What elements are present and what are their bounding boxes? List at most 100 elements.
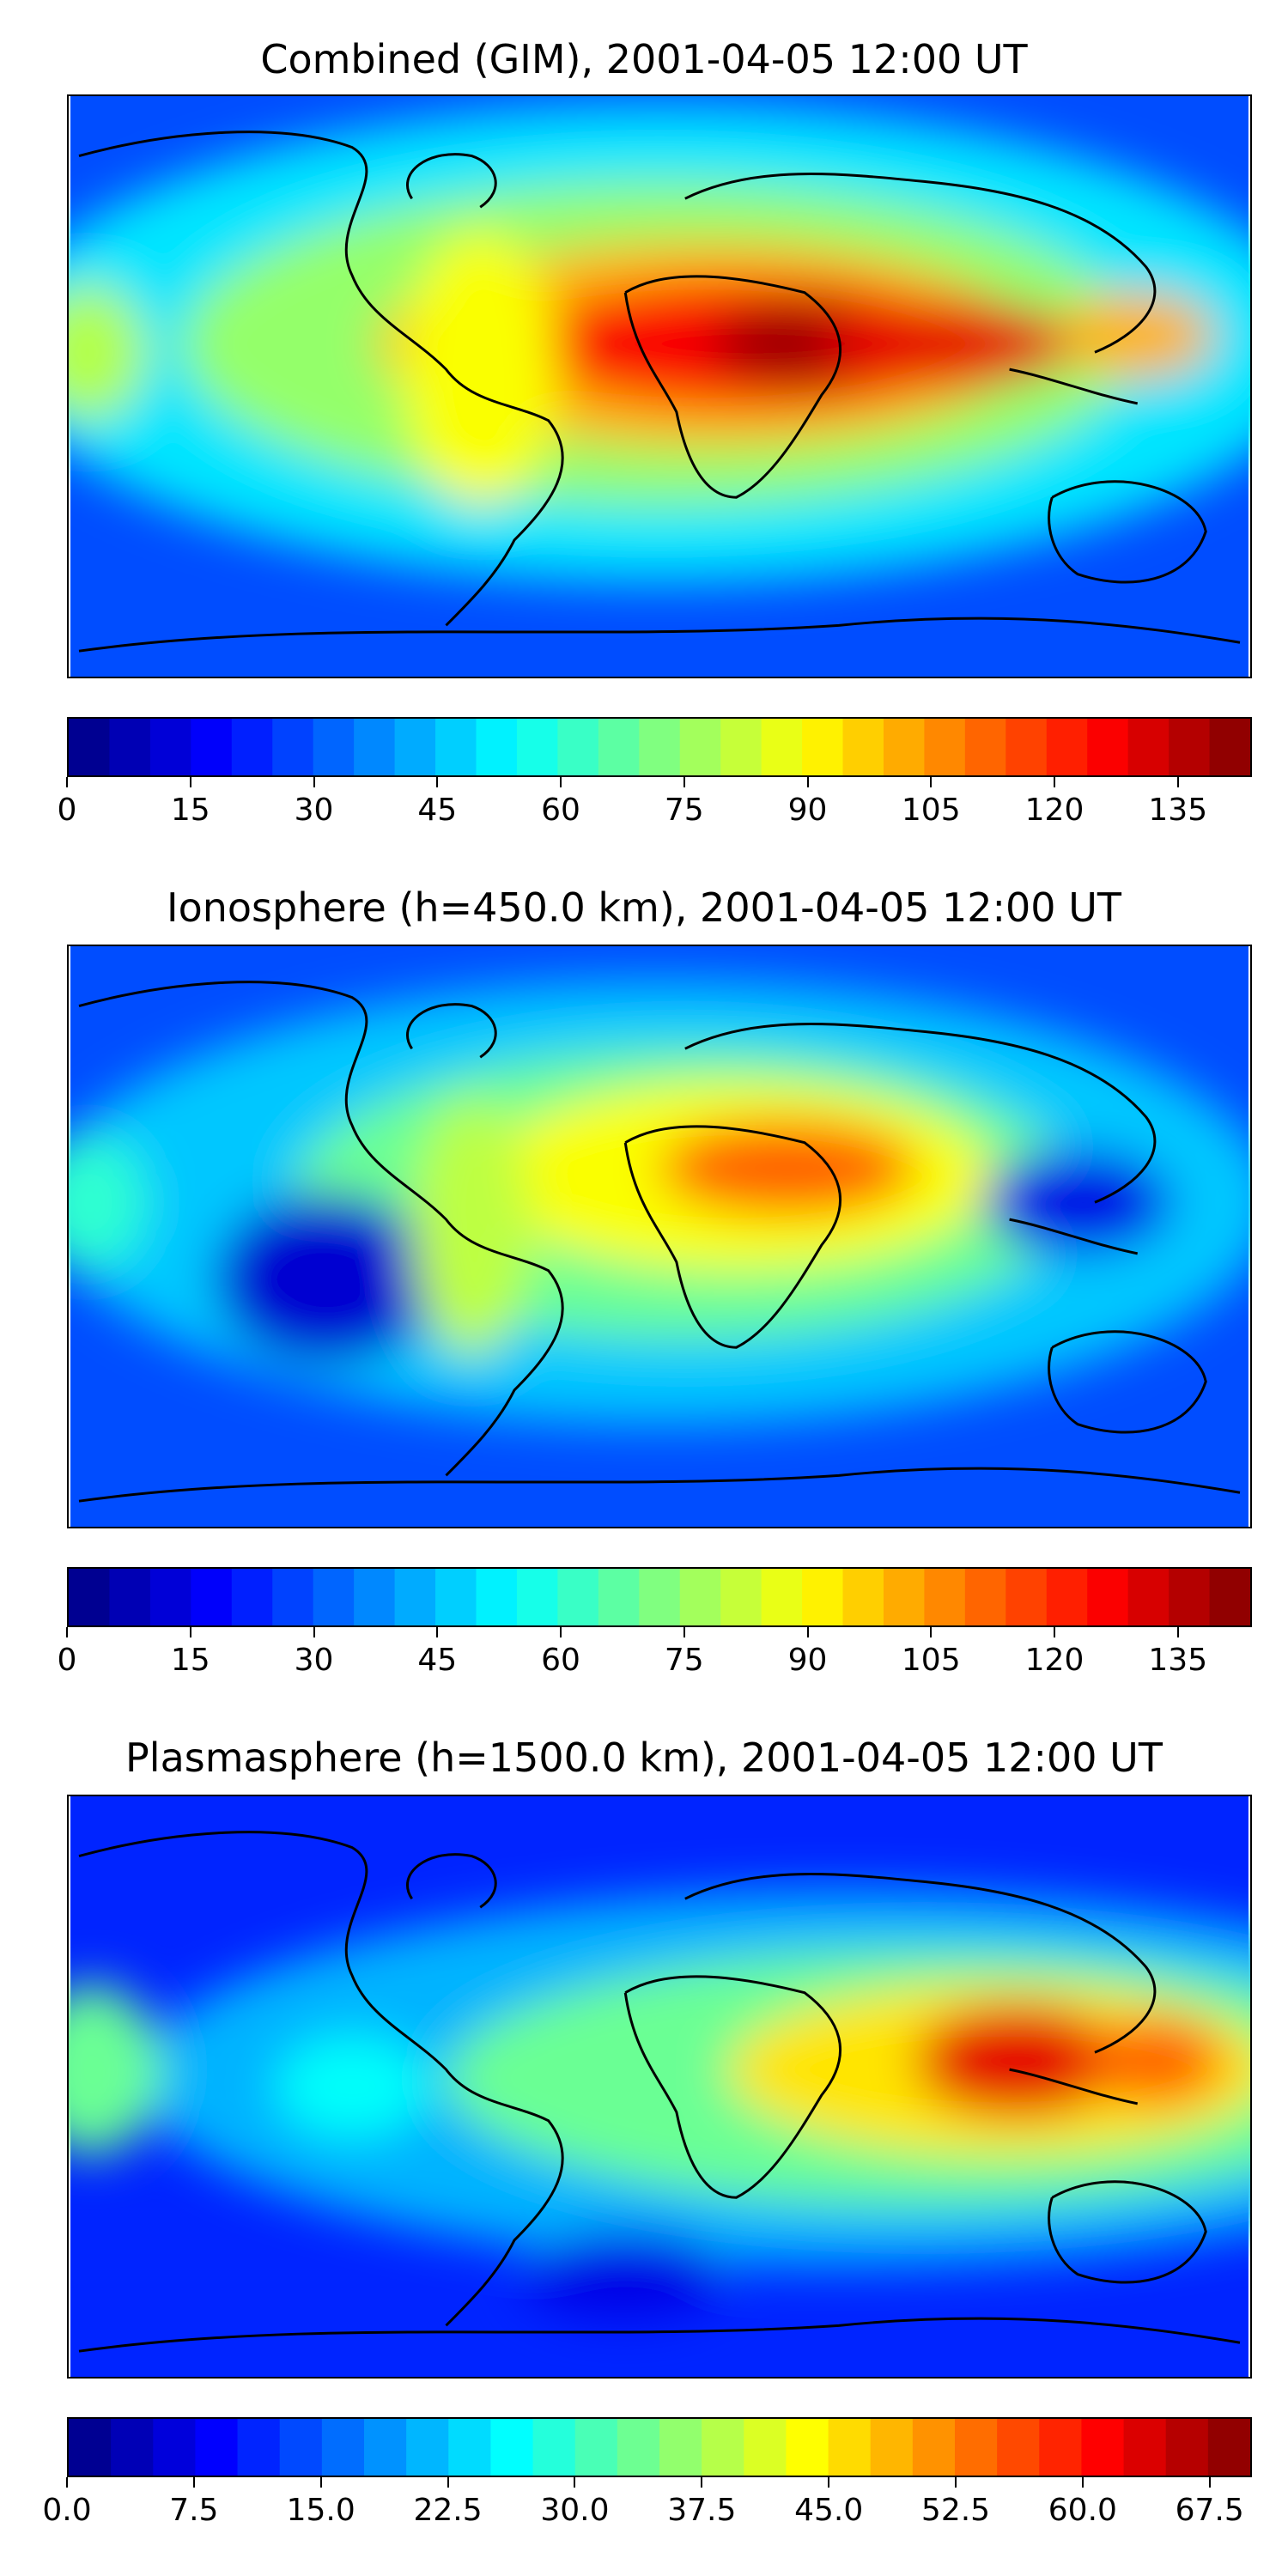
tec-map-plasmasphere bbox=[67, 1795, 1252, 2379]
colorbar-level bbox=[955, 2419, 998, 2476]
colorbar-level bbox=[964, 719, 1007, 775]
colorbar-level bbox=[1087, 1569, 1129, 1625]
colorbar-tick-label: 15.0 bbox=[286, 2493, 355, 2528]
coastline bbox=[406, 1003, 497, 1059]
colorbar-tick bbox=[66, 777, 68, 787]
colorbar-level bbox=[1039, 2419, 1083, 2476]
colorbar-level bbox=[153, 2419, 197, 2476]
tec-contour-region bbox=[821, 301, 1078, 386]
colorbar-level bbox=[639, 1569, 681, 1625]
colorbar-tick bbox=[806, 1627, 809, 1637]
colorbar-tick bbox=[319, 2477, 322, 2488]
colorbar-level bbox=[1123, 2419, 1167, 2476]
colorbar-tick bbox=[66, 1627, 68, 1637]
colorbar-level bbox=[195, 2419, 239, 2476]
colorbar-tick bbox=[1176, 1627, 1179, 1637]
tec-contour-region bbox=[403, 233, 557, 507]
colorbar-tick-label: 75 bbox=[664, 1643, 704, 1678]
colorbar-ticks: 0 15 30 45 60 75 90 105 120 135 bbox=[58, 777, 1252, 829]
tec-contour-region bbox=[69, 1133, 148, 1271]
coastline bbox=[78, 131, 564, 627]
colorbar-level bbox=[149, 719, 192, 775]
colorbar-plasmasphere bbox=[67, 2417, 1252, 2477]
colorbar-tick bbox=[436, 777, 439, 787]
colorbar-tick-label: 60.0 bbox=[1048, 2493, 1117, 2528]
colorbar-level bbox=[720, 1569, 762, 1625]
tec-contour-region bbox=[411, 1099, 532, 1357]
colorbar-tick bbox=[1054, 1627, 1055, 1637]
colorbar-combined bbox=[67, 717, 1252, 777]
colorbar-tick bbox=[447, 2477, 449, 2488]
coastline bbox=[684, 1023, 1157, 1204]
colorbar-tick bbox=[930, 777, 933, 787]
colorbar-tick bbox=[1081, 2477, 1084, 2488]
colorbar-tick bbox=[66, 2477, 68, 2488]
colorbar-level bbox=[111, 2419, 155, 2476]
colorbar-level bbox=[109, 1569, 151, 1625]
colorbar-level bbox=[802, 719, 844, 775]
colorbar-ticks: 0 15 30 45 60 75 90 105 120 135 bbox=[58, 1627, 1252, 1679]
colorbar-level bbox=[237, 2419, 281, 2476]
colorbar-level bbox=[149, 1569, 192, 1625]
coastline bbox=[1009, 1218, 1138, 1255]
colorbar-level bbox=[69, 1569, 111, 1625]
colorbar-tick-label: 22.5 bbox=[413, 2493, 483, 2528]
colorbar-tick-label: 15 bbox=[170, 1643, 210, 1678]
colorbar-tick-label: 15 bbox=[170, 793, 210, 828]
colorbar-level bbox=[1165, 2419, 1209, 2476]
colorbar-tick-label: 105 bbox=[901, 1643, 961, 1678]
colorbar-level bbox=[69, 719, 111, 775]
coastline bbox=[623, 275, 842, 499]
colorbar-level bbox=[924, 719, 966, 775]
tec-contour-region bbox=[69, 283, 148, 421]
colorbar-level bbox=[720, 719, 762, 775]
colorbar-ticks: 0.0 7.5 15.0 22.5 30.0 37.5 45.0 52.5 60.0 67.5 bbox=[42, 2477, 1252, 2529]
colorbar-level bbox=[557, 1569, 599, 1625]
colorbar-level bbox=[1209, 1569, 1250, 1625]
colorbar-level bbox=[598, 719, 641, 775]
coastline bbox=[406, 153, 497, 209]
coastline bbox=[623, 1125, 842, 1349]
colorbar-tick-label: 120 bbox=[1024, 1643, 1084, 1678]
tec-contour-region bbox=[1086, 2018, 1224, 2104]
colorbar-level bbox=[191, 719, 233, 775]
colorbar-level bbox=[659, 2419, 702, 2476]
colorbar-ionosphere bbox=[67, 1567, 1252, 1627]
colorbar-tick bbox=[683, 777, 685, 787]
colorbar-level bbox=[924, 1569, 966, 1625]
colorbar-tick bbox=[683, 1627, 685, 1637]
colorbar-tick bbox=[828, 2477, 830, 2488]
colorbar-level bbox=[786, 2419, 829, 2476]
colorbar-level bbox=[406, 2419, 450, 2476]
colorbar-level bbox=[532, 2419, 576, 2476]
colorbar-tick bbox=[806, 777, 809, 787]
tec-contour-region bbox=[275, 2035, 429, 2138]
coastline bbox=[78, 981, 564, 1477]
colorbar-tick bbox=[574, 2477, 576, 2488]
tec-field bbox=[69, 1890, 1250, 2318]
colorbar-tick-label: 120 bbox=[1024, 793, 1084, 828]
colorbar-level bbox=[231, 719, 274, 775]
colorbar-tick bbox=[560, 1627, 562, 1637]
colorbar-level bbox=[448, 2419, 492, 2476]
colorbar-level bbox=[272, 1569, 314, 1625]
panel-title: Ionosphere (h=450.0 km), 2001-04-05 12:0… bbox=[167, 884, 1121, 931]
colorbar-level bbox=[1087, 719, 1129, 775]
colorbar-level bbox=[364, 2419, 407, 2476]
colorbar-tick-label: 7.5 bbox=[169, 2493, 219, 2528]
colorbar-tick bbox=[192, 2477, 195, 2488]
colorbar-level bbox=[883, 719, 926, 775]
colorbar-level bbox=[557, 719, 599, 775]
colorbar-level bbox=[279, 2419, 323, 2476]
colorbar-level bbox=[490, 2419, 534, 2476]
colorbar-tick bbox=[560, 777, 562, 787]
colorbar-level bbox=[1169, 1569, 1211, 1625]
colorbar-level bbox=[272, 719, 314, 775]
colorbar-tick bbox=[1176, 777, 1179, 787]
colorbar-level bbox=[1209, 719, 1250, 775]
colorbar-level bbox=[476, 719, 518, 775]
colorbar-level bbox=[1169, 719, 1211, 775]
colorbar-level bbox=[354, 1569, 396, 1625]
colorbar-level bbox=[744, 2419, 787, 2476]
coastline bbox=[1048, 1330, 1207, 1434]
